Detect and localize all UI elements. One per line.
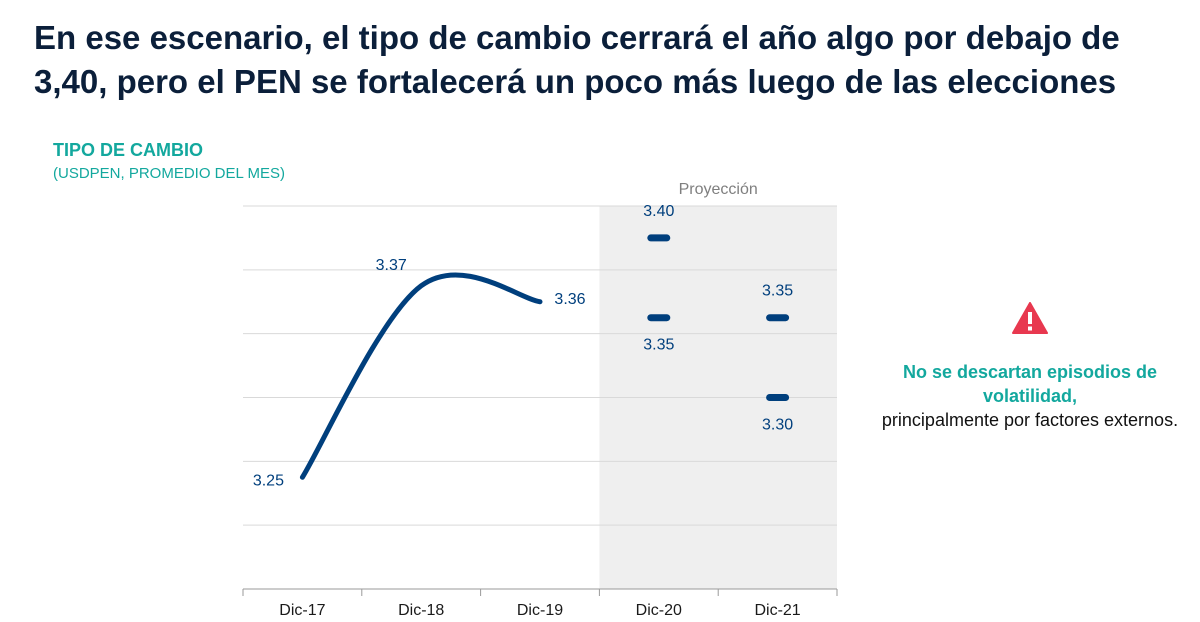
- headline-line-2: 3,40, pero el PEN se fortalecerá un poco…: [34, 63, 1117, 100]
- x-tick-label: Dic-20: [636, 602, 682, 619]
- x-tick-label: Dic-19: [517, 602, 563, 619]
- projection-label: Proyección: [679, 181, 758, 198]
- projection-low-label: 3.35: [643, 337, 674, 354]
- headline-line-1: En ese escenario, el tipo de cambio cerr…: [34, 19, 1120, 56]
- warning-icon: [1012, 302, 1048, 334]
- chart-subtitle: (USDPEN, PROMEDIO DEL MES): [53, 165, 285, 182]
- note-text: principalmente por factores externos.: [881, 410, 1179, 430]
- chart-title: TIPO DE CAMBIO: [53, 140, 204, 160]
- projection-high-label: 3.40: [643, 203, 674, 220]
- data-label: 3.36: [554, 291, 585, 308]
- x-tick-label: Dic-21: [754, 602, 800, 619]
- data-label: 3.37: [376, 257, 407, 274]
- x-tick-label: Dic-18: [398, 602, 444, 619]
- page-headline: En ese escenario, el tipo de cambio cerr…: [34, 16, 1184, 104]
- data-label: 3.25: [253, 472, 284, 489]
- projection-high-label: 3.35: [762, 283, 793, 300]
- volatility-note: No se descartan episodios de volatilidad…: [880, 302, 1180, 432]
- series-line-historical: [299, 272, 543, 480]
- note-highlight: No se descartan episodios de volatilidad…: [902, 362, 1158, 406]
- x-tick-label: Dic-17: [279, 602, 325, 619]
- projection-low-label: 3.30: [762, 417, 793, 434]
